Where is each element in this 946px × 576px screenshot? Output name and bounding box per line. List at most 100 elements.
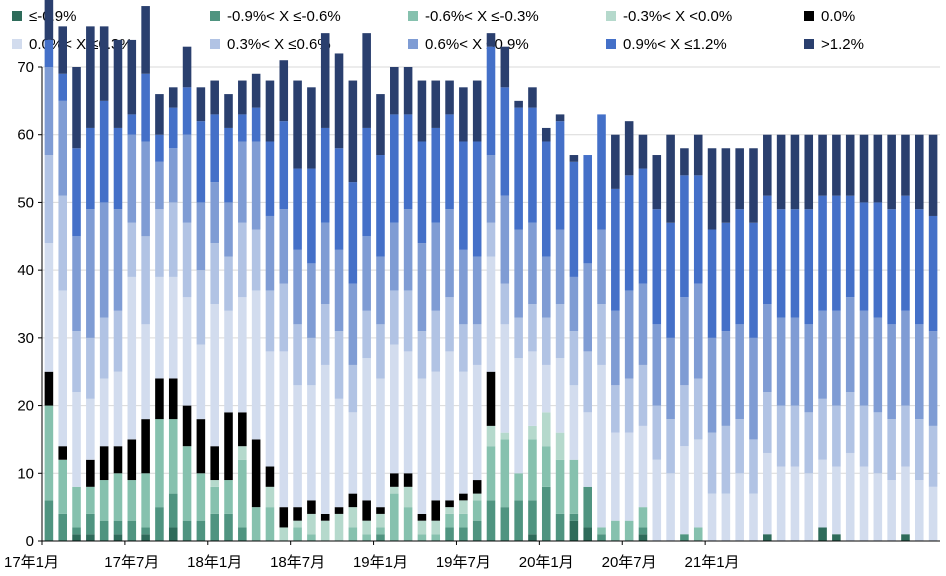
bar-segment xyxy=(541,127,551,142)
bar-segment xyxy=(155,94,164,135)
y-tick-label: 40 xyxy=(17,262,34,279)
bar-segment xyxy=(445,351,454,501)
bar-segment xyxy=(155,419,164,508)
bar-segment xyxy=(459,527,468,541)
bar-segment xyxy=(472,520,482,541)
bar-segment xyxy=(500,195,510,284)
bar-segment xyxy=(390,486,399,494)
bar-segment xyxy=(251,229,261,291)
bar-segment xyxy=(238,297,247,413)
bar-segment xyxy=(528,439,537,501)
x-tick-label: 19年7月 xyxy=(436,554,491,571)
bar-segment xyxy=(210,480,219,487)
bar-segment xyxy=(431,520,441,535)
bar-segment xyxy=(403,507,413,541)
bar-segment xyxy=(611,520,620,541)
bar-segment xyxy=(624,378,634,433)
bar-segment xyxy=(624,520,634,541)
bar-segment xyxy=(58,26,68,74)
bar-segment xyxy=(528,534,537,541)
bar-segment xyxy=(127,520,137,541)
bar-segment xyxy=(307,87,316,169)
bar-segment xyxy=(763,195,772,304)
bar-segment xyxy=(528,425,537,440)
bar-segment xyxy=(887,134,896,210)
bar-segment xyxy=(238,114,247,142)
bar-segment xyxy=(790,209,800,318)
bar-segment xyxy=(735,148,744,210)
bar-segment xyxy=(569,459,579,514)
bar-segment xyxy=(141,527,150,535)
bar-segment xyxy=(431,310,441,372)
bar-segment xyxy=(652,405,662,460)
bar-segment xyxy=(486,371,496,426)
bar-segment xyxy=(279,121,289,210)
legend-swatch xyxy=(804,39,814,49)
bar-segment xyxy=(486,155,496,223)
bar-segment xyxy=(707,493,717,541)
bar-segment xyxy=(804,473,814,541)
bar-segment xyxy=(514,500,523,541)
bar-segment xyxy=(362,127,371,237)
bar-segment xyxy=(514,100,523,108)
bar-stack xyxy=(486,33,496,541)
bar-segment xyxy=(431,222,441,311)
bar-segment xyxy=(707,148,717,230)
legend-item: >1.2% xyxy=(804,34,864,54)
y-axis: 0 10 20 30 40 50 60 70 xyxy=(17,59,43,550)
bar-segment xyxy=(555,114,565,122)
bar-segment xyxy=(224,480,233,514)
bar-segment xyxy=(417,331,427,379)
y-tick-label: 30 xyxy=(17,330,34,347)
bar-segment xyxy=(320,127,330,223)
bar-segment xyxy=(279,507,289,528)
bar-segment xyxy=(362,520,371,535)
bar-segment xyxy=(265,507,275,541)
bar-segment xyxy=(845,452,855,541)
bar-segment xyxy=(763,392,772,453)
bar-stack xyxy=(445,80,454,541)
bar-segment xyxy=(638,283,648,365)
bar-segment xyxy=(901,405,910,467)
bar-segment xyxy=(569,513,579,521)
bar-segment xyxy=(472,500,482,521)
bar-segment xyxy=(279,351,289,508)
bar-segment xyxy=(293,385,302,508)
bar-stack xyxy=(638,134,648,541)
bar-segment xyxy=(459,371,468,494)
bar-segment xyxy=(832,195,841,311)
bar-stack xyxy=(390,67,399,541)
bar-stack xyxy=(44,0,54,541)
bar-segment xyxy=(72,67,81,149)
bar-segment xyxy=(99,446,109,481)
bar-stack xyxy=(845,134,855,541)
bar-segment xyxy=(845,195,855,298)
bar-segment xyxy=(680,148,689,176)
bar-segment xyxy=(376,155,385,257)
bar-segment xyxy=(210,446,219,481)
bar-segment xyxy=(362,500,371,521)
bar-segment xyxy=(597,527,606,535)
bar-stack xyxy=(279,60,289,541)
bar-segment xyxy=(541,141,551,257)
bar-segment xyxy=(652,209,662,325)
bar-segment xyxy=(348,507,358,528)
bar-segment xyxy=(44,243,54,372)
bar-stack xyxy=(113,39,123,541)
bar-segment xyxy=(459,141,468,250)
bar-segment xyxy=(666,222,675,338)
bar-segment xyxy=(459,87,468,142)
bar-segment xyxy=(182,87,192,135)
bar-segment xyxy=(279,283,289,352)
bar-segment xyxy=(555,513,565,541)
y-tick-label: 60 xyxy=(17,127,34,144)
bar-segment xyxy=(238,446,247,460)
legend-swatch xyxy=(606,11,616,21)
bar-segment xyxy=(445,209,454,298)
x-tick-label: 17年1月 xyxy=(4,554,59,571)
bar-segment xyxy=(583,351,592,413)
bar-segment xyxy=(44,500,54,541)
bar-stack xyxy=(362,33,371,541)
bar-segment xyxy=(141,6,150,74)
bar-segment xyxy=(210,513,219,541)
